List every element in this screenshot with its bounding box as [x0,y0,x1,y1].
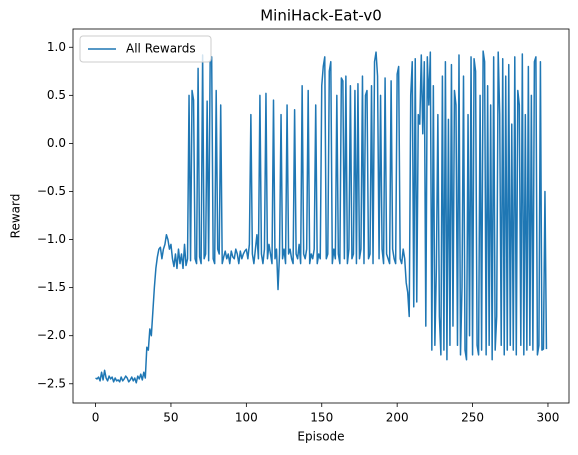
legend-label: All Rewards [126,42,196,56]
y-tick-label: −0.5 [37,184,66,198]
legend-box [79,35,212,63]
x-tick-label: 250 [461,411,484,425]
y-tick-label: −2.5 [37,376,66,390]
y-tick-label: −2.0 [37,328,66,342]
x-tick-label: 300 [537,411,560,425]
x-tick-label: 200 [386,411,409,425]
y-axis-label: Reward [9,194,23,239]
chart-title: MiniHack-Eat-v0 [260,7,382,25]
x-tick-label: 50 [163,411,178,425]
x-tick-label: 150 [310,411,333,425]
y-tick-label: −1.0 [37,232,66,246]
x-axis-label: Episode [297,430,344,444]
y-tick-label: 0.5 [47,88,66,102]
plot-frame [72,28,570,404]
y-tick-label: −1.5 [37,280,66,294]
x-tick-label: 0 [92,411,100,425]
line-series [95,50,548,384]
x-tick-label: 100 [235,411,258,425]
y-tick-label: 1.0 [47,40,66,54]
y-tick-label: 0.0 [47,136,66,150]
